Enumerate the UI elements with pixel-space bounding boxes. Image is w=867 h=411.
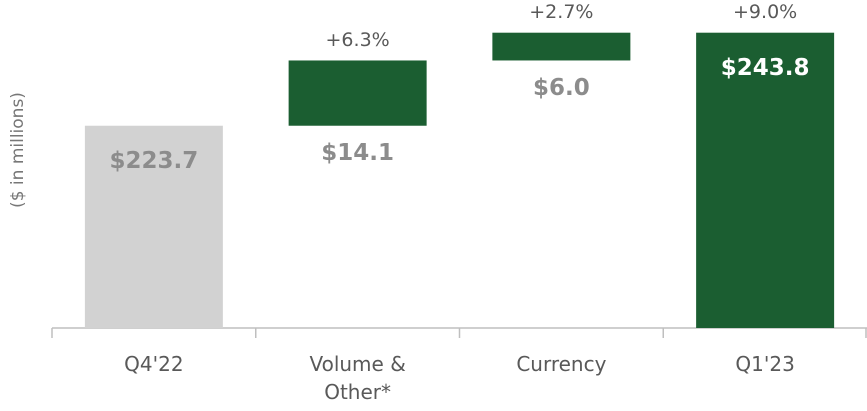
x-tick-label: Currency [516,352,607,376]
bar [492,32,631,61]
x-tick-label: Q4'22 [124,352,184,376]
x-tick-label: Q1'23 [735,352,795,376]
bar [84,125,223,328]
percent-label: +6.3% [326,29,390,51]
bar [288,60,427,126]
y-axis-label: ($ in millions) [8,92,28,208]
x-tick-label: Volume & Other* [309,352,406,404]
bar [696,32,835,328]
value-label: $223.7 [109,148,198,174]
value-label: $243.8 [721,55,810,81]
value-label: $14.1 [321,140,394,166]
value-label: $6.0 [533,75,590,101]
percent-label: +2.7% [529,1,593,23]
percent-label: +9.0% [733,1,797,23]
